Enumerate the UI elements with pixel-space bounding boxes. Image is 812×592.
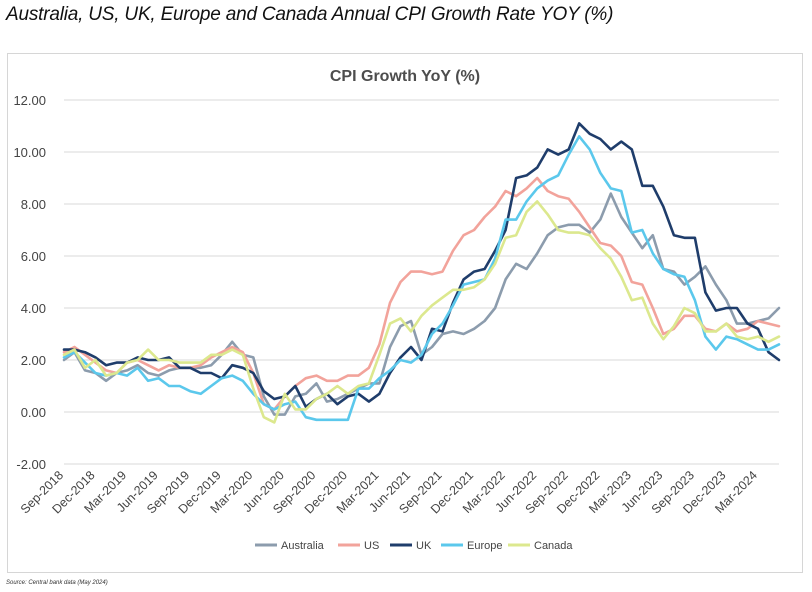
cpi-line-chart: CPI Growth YoY (%) -2.00 0.00 2.00 4.00 6.00… xyxy=(13,68,781,552)
chart-title: CPI Growth YoY (%) xyxy=(330,68,480,85)
y-tick-label: 6.00 xyxy=(21,249,46,264)
page-title: Australia, US, UK, Europe and Canada Ann… xyxy=(6,4,614,25)
y-tick-label: 12.00 xyxy=(13,93,46,108)
gridlines xyxy=(64,99,779,465)
y-tick-label: 8.00 xyxy=(21,197,46,212)
legend-label-europe: Europe xyxy=(467,540,502,552)
series-lines xyxy=(62,122,781,424)
series-line-uk xyxy=(62,122,781,409)
source-note: Source: Central bank data (May 2024) xyxy=(6,580,108,586)
series-line-canada xyxy=(62,200,781,424)
x-axis-ticks: Sep-2018Dec-2018Mar-2019Jun-2019Sep-2019… xyxy=(18,468,760,516)
legend-label-canada: Canada xyxy=(534,540,573,552)
y-axis-ticks: -2.00 0.00 2.00 4.00 6.00 8.00 10.00 12.00 xyxy=(13,93,46,472)
y-tick-label: 0.00 xyxy=(21,405,46,420)
series-line-europe xyxy=(62,135,781,422)
y-tick-label: 10.00 xyxy=(13,145,46,160)
legend-label-australia: Australia xyxy=(281,540,325,552)
legend: Australia US UK Europe Canada xyxy=(255,540,573,552)
y-tick-label: 2.00 xyxy=(21,353,46,368)
y-tick-label: -2.00 xyxy=(16,457,46,472)
chart-frame: CPI Growth YoY (%) -2.00 0.00 2.00 4.00 6.00… xyxy=(7,53,803,573)
series-line-us xyxy=(62,176,781,411)
legend-label-uk: UK xyxy=(416,540,432,552)
y-tick-label: 4.00 xyxy=(21,301,46,316)
legend-label-us: US xyxy=(364,540,379,552)
